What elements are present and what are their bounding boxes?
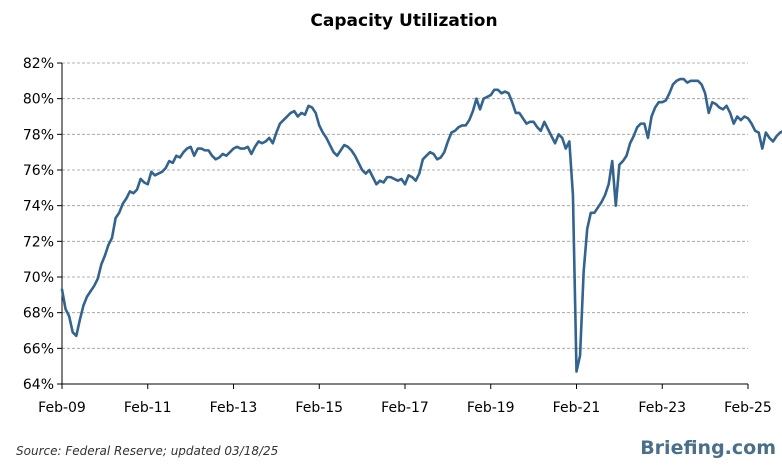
- x-tick-label: Feb-17: [381, 400, 429, 416]
- x-tick-label: Feb-25: [724, 400, 772, 416]
- y-tick-label: 74%: [23, 199, 54, 215]
- x-tick-label: Feb-23: [638, 400, 686, 416]
- x-tick-label: Feb-21: [553, 400, 601, 416]
- y-tick-label: 66%: [23, 341, 54, 357]
- y-tick-label: 78%: [23, 127, 54, 143]
- x-tick-label: Feb-15: [295, 400, 343, 416]
- axes: [61, 63, 749, 389]
- y-tick-label: 68%: [23, 306, 54, 322]
- y-tick-label: 80%: [23, 92, 54, 108]
- x-tick-label: Feb-09: [38, 400, 86, 416]
- x-tick-label: Feb-19: [467, 400, 515, 416]
- series-line-0: [60, 77, 782, 373]
- x-tick-label: Feb-13: [210, 400, 258, 416]
- x-axis-tick-labels: Feb-09 Feb-11 Feb-13 Feb-15 Feb-17 Feb-19 Feb-…: [38, 400, 772, 416]
- y-axis-tick-labels: 64% 66% 68% 70% 72% 74% 76% 78% 80% 82%: [23, 56, 54, 393]
- source-note: Source: Federal Reserve; updated 03/18/2…: [16, 444, 279, 458]
- chart-title: Capacity Utilization: [310, 11, 497, 31]
- briefing-logo: Briefing.com: [640, 437, 776, 459]
- y-tick-label: 70%: [23, 270, 54, 286]
- y-tick-label: 72%: [23, 234, 54, 250]
- y-tick-label: 82%: [23, 56, 54, 72]
- y-tick-label: 76%: [23, 163, 54, 179]
- y-tick-label: 64%: [23, 377, 54, 393]
- x-tick-label: Feb-11: [124, 400, 172, 416]
- series: [60, 77, 782, 373]
- gridlines: [57, 62, 748, 385]
